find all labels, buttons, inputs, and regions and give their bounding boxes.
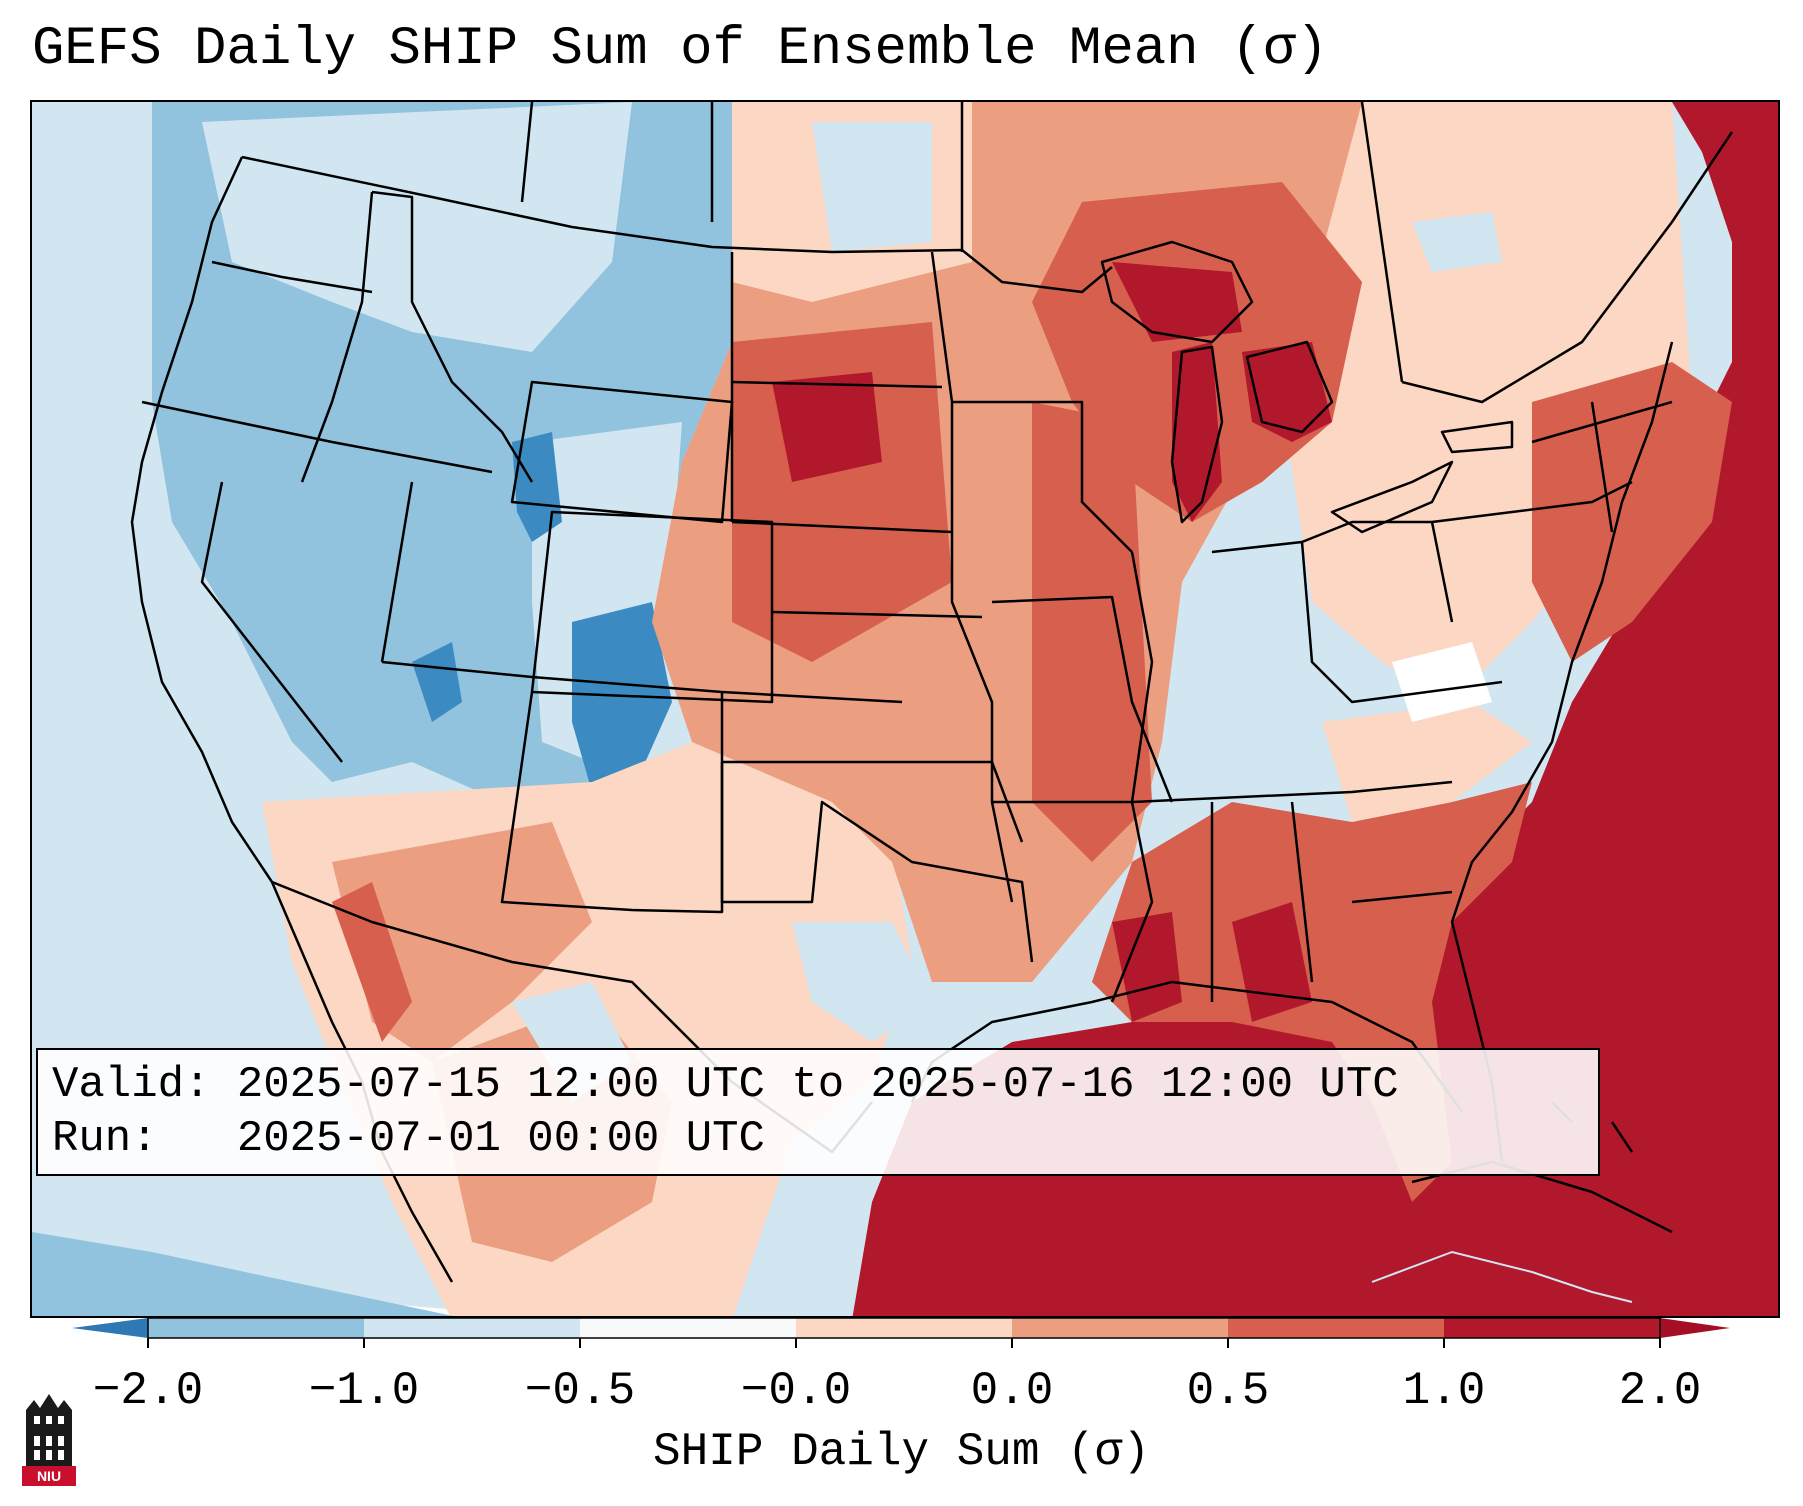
colorbar-segment xyxy=(580,1318,797,1338)
colorbar-extend-high xyxy=(1660,1318,1730,1338)
colorbar-tick-label: −0.5 xyxy=(524,1365,636,1417)
map-title: GEFS Daily SHIP Sum of Ensemble Mean (σ) xyxy=(32,19,1329,80)
colorbar-ticks xyxy=(147,1338,1661,1348)
valid-label: Valid: xyxy=(52,1060,211,1110)
colorbar-segments xyxy=(148,1318,1661,1338)
colorbar-tick-label: 0.5 xyxy=(1186,1365,1270,1417)
region-mississippi-hot xyxy=(1112,912,1182,1022)
colorbar-segment xyxy=(1228,1318,1445,1338)
valid-value: 2025-07-15 12:00 UTC to 2025-07-16 12:00… xyxy=(236,1060,1399,1110)
colorbar-outline xyxy=(147,1318,1661,1339)
colorbar-tick-label: 0.0 xyxy=(970,1365,1054,1417)
colorbar-segment xyxy=(1012,1318,1229,1338)
colorbar-segment xyxy=(148,1318,365,1338)
region-baja-warm xyxy=(332,882,412,1042)
region-atlantic-gulf-hot xyxy=(852,102,1778,1316)
region-atlantic-warm xyxy=(1532,362,1732,662)
region-north-cool-patch xyxy=(812,122,932,252)
colorbar-tick-label: −0.0 xyxy=(740,1365,852,1417)
region-quebec-cool-patch xyxy=(1412,212,1502,272)
niu-logo-text: NIU xyxy=(37,1468,61,1484)
colorbar-tick-label: 1.0 xyxy=(1402,1365,1486,1417)
colorbar-segment xyxy=(1444,1318,1661,1338)
cuba-outline xyxy=(1371,1250,1633,1303)
run-label: Run: xyxy=(52,1114,158,1164)
colorbar-extend-low xyxy=(72,1318,148,1338)
region-virginia-neutral xyxy=(1392,642,1492,722)
info-box: Valid: 2025-07-15 12:00 UTC to 2025-07-1… xyxy=(36,1048,1600,1176)
colorbar-label: SHIP Daily Sum (σ) xyxy=(653,1426,1150,1478)
colorbar xyxy=(72,1318,1730,1348)
region-texas-cool-patch xyxy=(792,922,932,1042)
region-carolinas-light xyxy=(1322,702,1532,822)
region-south-dakota-hot xyxy=(772,372,882,482)
colorbar-tick-label: −1.0 xyxy=(308,1365,420,1417)
niu-logo: NIU xyxy=(22,1394,76,1486)
region-gulf-st-lawrence xyxy=(1692,112,1778,242)
colorbar-tick-label: −2.0 xyxy=(92,1365,204,1417)
run-value: 2025-07-01 00:00 UTC xyxy=(236,1114,765,1164)
colorbar-tick-label: 2.0 xyxy=(1618,1365,1702,1417)
lake-huron xyxy=(1242,342,1332,442)
lake-superior xyxy=(1112,262,1242,342)
region-wyoming-cool xyxy=(512,432,562,542)
region-pacific-cool-fringe xyxy=(32,1232,454,1316)
colorbar-segment xyxy=(364,1318,581,1338)
colorbar-segment xyxy=(796,1318,1013,1338)
region-midwest-warm xyxy=(1032,402,1152,862)
region-utah-cool xyxy=(412,642,462,722)
